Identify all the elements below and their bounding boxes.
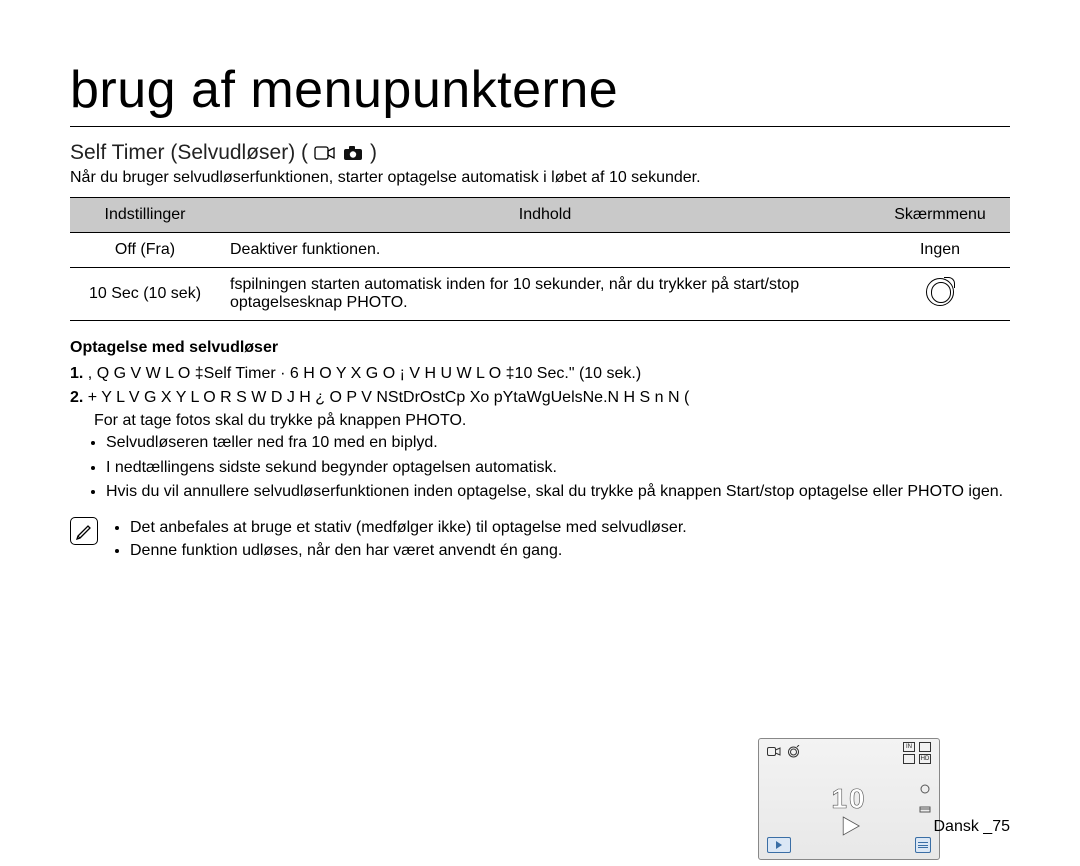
options-table: Indstillinger Indhold Skærmmenu Off (Fra… [70, 197, 1010, 321]
timer-icon [926, 278, 954, 306]
section-heading-prefix: Self Timer (Selvudløser) ( [70, 141, 308, 165]
note-block: Det anbefales at bruge et stativ (medføl… [70, 517, 1010, 562]
camera-mode-icon [342, 144, 364, 162]
cell-content: Deaktiver funktionen. [220, 233, 870, 268]
steps-list: 1. , Q G V W L O ‡Self Timer · 6 H O Y X… [70, 363, 1010, 503]
th-screen: Skærmmenu [870, 198, 1010, 233]
lcd-badge-grid [903, 754, 915, 764]
step-number: 2. [70, 389, 83, 406]
lcd-badge-battery [919, 742, 931, 752]
lcd-menu-button[interactable] [915, 837, 931, 853]
note-item: Det anbefales at bruge et stativ (medføl… [130, 517, 687, 539]
note-item: Denne funktion udløses, når den har være… [130, 540, 687, 562]
title-divider [70, 126, 1010, 127]
step-text: , Q G V W L O ‡Self Timer · 6 H O Y X G … [88, 365, 641, 382]
step-item: 2. + Y L V G X Y L O R S W D J H ¿ O P V… [70, 387, 1010, 503]
lcd-counter: 10 [759, 783, 939, 815]
th-settings: Indstillinger [70, 198, 220, 233]
section-heading: Self Timer (Selvudløser) ( ) [70, 141, 1010, 165]
footer-label: Dansk _ [934, 818, 993, 835]
section-subtext: Når du bruger selvudløserfunktionen, sta… [70, 169, 1010, 187]
cell-content: fspilningen starten automatisk inden for… [220, 268, 870, 321]
lcd-preview: IN HD 10 [758, 738, 940, 860]
bullet-item: I nedtællingens sidste sekund begynder o… [106, 457, 1010, 479]
bullet-item: Selvudløseren tæller ned fra 10 med en b… [106, 432, 1010, 454]
page-footer: Dansk _75 [934, 818, 1011, 836]
cell-setting: Off (Fra) [70, 233, 220, 268]
cell-setting: 10 Sec (10 sek) [70, 268, 220, 321]
step-text: + Y L V G X Y L O R S W D J H ¿ O P V NS… [88, 389, 690, 406]
cell-screen: Ingen [870, 233, 1010, 268]
footer-page-number: 75 [992, 818, 1010, 835]
lcd-gallery-button[interactable] [767, 837, 791, 853]
note-list: Det anbefales at bruge et stativ (medføl… [112, 517, 687, 562]
th-content: Indhold [220, 198, 870, 233]
table-header-row: Indstillinger Indhold Skærmmenu [70, 198, 1010, 233]
step-number: 1. [70, 365, 83, 382]
note-icon [70, 517, 98, 545]
bullet-item: Hvis du vil annullere selvudløserfunktio… [106, 481, 1010, 503]
lcd-badge-hd: HD [919, 754, 931, 764]
step-bullets: Selvudløseren tæller ned fra 10 med en b… [70, 432, 1010, 503]
page-title: brug af menupunkterne [70, 60, 1010, 120]
step-followup: For at tage fotos skal du trykke på knap… [70, 410, 1010, 432]
lcd-video-icon [767, 746, 781, 760]
table-row: 10 Sec (10 sek) fspilningen starten auto… [70, 268, 1010, 321]
lcd-badge-in: IN [903, 742, 915, 752]
lcd-timer-icon [787, 745, 800, 761]
steps-heading: Optagelse med selvudløser [70, 339, 1010, 357]
table-row: Off (Fra) Deaktiver funktionen. Ingen [70, 233, 1010, 268]
video-mode-icon [314, 144, 336, 162]
step-item: 1. , Q G V W L O ‡Self Timer · 6 H O Y X… [70, 363, 1010, 385]
cell-screen-icon [870, 268, 1010, 321]
section-heading-suffix: ) [370, 141, 377, 165]
